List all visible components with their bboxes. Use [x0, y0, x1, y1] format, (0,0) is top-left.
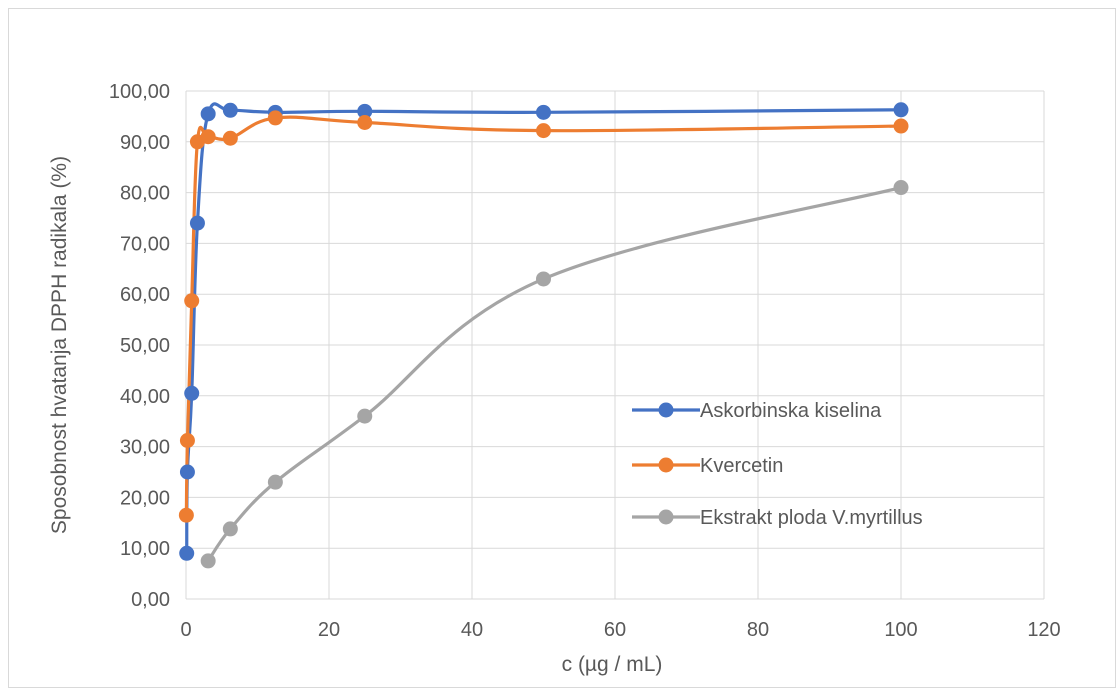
data-point [893, 102, 909, 118]
x-tick-label: 120 [1027, 619, 1060, 641]
data-point [184, 293, 200, 309]
data-point [179, 464, 195, 480]
data-point [893, 180, 909, 196]
series-line [206, 185, 903, 563]
y-tick-label: 80,00 [120, 183, 170, 205]
data-point [222, 521, 238, 537]
x-tick-label: 80 [747, 619, 769, 641]
y-tick-label: 10,00 [120, 538, 170, 560]
data-point [536, 271, 551, 287]
data-point [267, 110, 283, 126]
x-tick-label: 0 [180, 619, 191, 641]
tick-labels: 0,00 10,00 20,00 30,00 40,00 50,00 60,00 70,00 8… [109, 81, 1061, 641]
series-markers [178, 102, 909, 569]
legend-label: Kvercetin [700, 455, 783, 477]
data-point [200, 553, 216, 569]
y-tick-label: 30,00 [120, 437, 170, 459]
legend: Askorbinska kiselina Kvercetin Ekstrakt pl… [632, 400, 923, 529]
series-lines [184, 102, 903, 563]
data-point [178, 507, 194, 523]
data-point [357, 114, 373, 130]
x-tick-label: 60 [604, 619, 626, 641]
x-tick-label: 40 [461, 619, 483, 641]
legend-label: Askorbinska kiselina [700, 400, 882, 422]
series-line [185, 102, 903, 555]
x-tick-label: 100 [884, 619, 917, 641]
legend-marker [658, 509, 674, 525]
data-point [222, 130, 238, 146]
y-tick-label: 70,00 [120, 233, 170, 255]
x-axis-title: c (µg / mL) [562, 653, 663, 676]
data-point [189, 215, 205, 231]
series-line [184, 115, 903, 517]
data-point [357, 103, 373, 119]
data-point [893, 118, 909, 134]
data-point [200, 129, 216, 145]
data-point [536, 104, 551, 120]
data-point [357, 408, 373, 424]
legend-marker [658, 457, 674, 473]
data-point [267, 474, 283, 490]
y-tick-label: 60,00 [120, 284, 170, 306]
data-point [222, 102, 238, 118]
data-point [179, 433, 195, 449]
data-point [179, 545, 195, 561]
y-tick-label: 40,00 [120, 386, 170, 408]
x-tick-label: 20 [318, 619, 340, 641]
legend-label: Ekstrakt ploda V.myrtillus [700, 507, 923, 529]
y-tick-label: 0,00 [131, 589, 170, 611]
y-tick-label: 90,00 [120, 132, 170, 154]
y-tick-label: 50,00 [120, 335, 170, 357]
legend-marker [658, 402, 674, 418]
y-axis-title: Sposobnost hvatanja DPPH radikala (%) [48, 156, 71, 534]
data-point [200, 106, 216, 122]
data-point [184, 385, 200, 401]
y-tick-label: 100,00 [109, 81, 170, 103]
data-point [536, 123, 551, 139]
y-tick-label: 20,00 [120, 487, 170, 509]
